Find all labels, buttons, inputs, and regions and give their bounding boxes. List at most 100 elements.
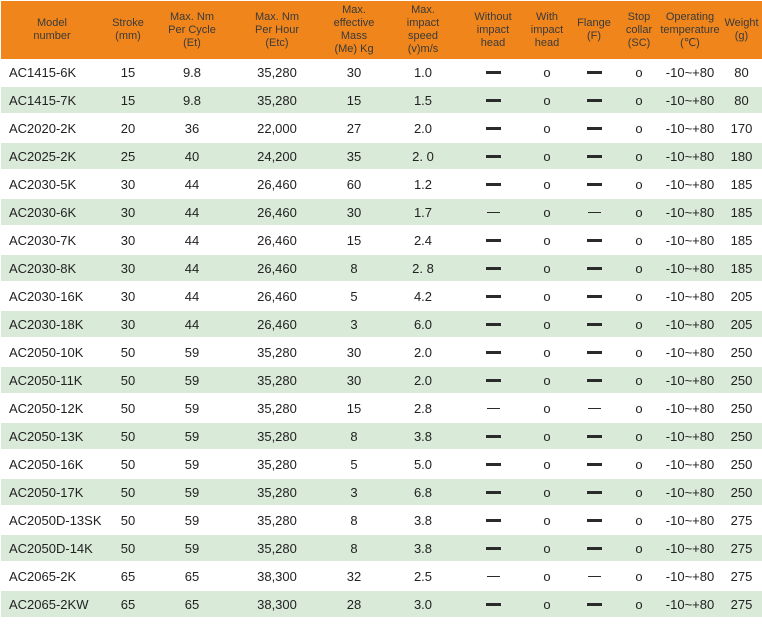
cell-stop-collar: o xyxy=(619,366,659,395)
cell-stroke: 50 xyxy=(103,478,153,507)
cell-without-impact-head xyxy=(461,422,525,451)
cell-max-effective-mass: 30 xyxy=(323,59,385,87)
cell-max-nm-per-cycle: 44 xyxy=(153,282,231,311)
cell-max-effective-mass: 8 xyxy=(323,254,385,283)
dash-mark xyxy=(486,211,500,213)
cell-max-nm-per-hour: 35,280 xyxy=(231,86,323,115)
table-row: AC2030-18K 30 44 26,460 3 6.0 o o -10~+80 205 xyxy=(1,310,762,339)
cell-stop-collar: o xyxy=(619,506,659,535)
table-row: AC2050D-14K 50 59 35,280 8 3.8 o o -10~+80 275 xyxy=(1,534,762,563)
cell-max-nm-per-hour: 35,280 xyxy=(231,394,323,423)
cell-max-nm-per-hour: 38,300 xyxy=(231,562,323,591)
cell-operating-temperature: -10~+80 xyxy=(659,86,721,115)
table-row: AC2050-13K 50 59 35,280 8 3.8 o o -10~+80 250 xyxy=(1,422,762,451)
cell-max-nm-per-hour: 38,300 xyxy=(231,590,323,619)
table-row: AC2025-2K 25 40 24,200 35 2. 0 o o -10~+80 180 xyxy=(1,142,762,171)
cell-stroke: 30 xyxy=(103,226,153,255)
cell-max-impact-speed: 2.4 xyxy=(385,226,461,255)
dash-mark xyxy=(485,294,501,298)
cell-max-impact-speed: 1.7 xyxy=(385,198,461,227)
dash-mark xyxy=(485,70,501,74)
cell-stroke: 65 xyxy=(103,590,153,619)
circle-mark: o xyxy=(635,512,643,528)
table-header: Model number Stroke (mm) Max. Nm Per Cyc… xyxy=(1,1,762,59)
cell-max-impact-speed: 2.0 xyxy=(385,114,461,143)
circle-mark: o xyxy=(635,288,643,304)
cell-model-number: AC2025-2K xyxy=(1,142,103,171)
cell-without-impact-head xyxy=(461,310,525,339)
cell-max-nm-per-cycle: 65 xyxy=(153,562,231,591)
cell-without-impact-head xyxy=(461,170,525,199)
dash-mark xyxy=(485,462,501,466)
cell-stroke: 50 xyxy=(103,338,153,367)
circle-mark: o xyxy=(635,260,643,276)
cell-stop-collar: o xyxy=(619,590,659,619)
cell-without-impact-head xyxy=(461,198,525,227)
dash-mark xyxy=(587,211,601,213)
cell-operating-temperature: -10~+80 xyxy=(659,198,721,227)
dash-mark xyxy=(485,518,501,522)
cell-without-impact-head xyxy=(461,450,525,479)
cell-without-impact-head xyxy=(461,254,525,283)
cell-with-impact-head: o xyxy=(525,86,569,115)
cell-model-number: AC2030-5K xyxy=(1,170,103,199)
cell-max-impact-speed: 2.0 xyxy=(385,366,461,395)
cell-max-effective-mass: 5 xyxy=(323,450,385,479)
cell-flange xyxy=(569,422,619,451)
dash-mark xyxy=(587,407,601,409)
cell-weight: 250 xyxy=(721,394,762,423)
cell-flange xyxy=(569,562,619,591)
cell-stroke: 30 xyxy=(103,198,153,227)
cell-max-impact-speed: 3.0 xyxy=(385,590,461,619)
cell-without-impact-head xyxy=(461,366,525,395)
cell-stroke: 30 xyxy=(103,310,153,339)
cell-model-number: AC2030-16K xyxy=(1,282,103,311)
cell-weight: 275 xyxy=(721,590,762,619)
cell-operating-temperature: -10~+80 xyxy=(659,562,721,591)
dash-mark xyxy=(485,98,501,102)
cell-max-nm-per-cycle: 59 xyxy=(153,534,231,563)
cell-model-number: AC2050-11K xyxy=(1,366,103,395)
col-header-max-nm-per-cycle: Max. Nm Per Cycle (Et) xyxy=(153,1,231,59)
cell-weight: 185 xyxy=(721,170,762,199)
cell-weight: 275 xyxy=(721,506,762,535)
cell-max-effective-mass: 8 xyxy=(323,534,385,563)
circle-mark: o xyxy=(635,428,643,444)
cell-stop-collar: o xyxy=(619,142,659,171)
circle-mark: o xyxy=(543,260,551,276)
cell-model-number: AC2030-18K xyxy=(1,310,103,339)
cell-max-effective-mass: 3 xyxy=(323,478,385,507)
cell-max-effective-mass: 3 xyxy=(323,310,385,339)
circle-mark: o xyxy=(635,400,643,416)
cell-max-nm-per-hour: 26,460 xyxy=(231,310,323,339)
dash-mark xyxy=(586,182,602,186)
cell-operating-temperature: -10~+80 xyxy=(659,282,721,311)
col-header-stroke: Stroke (mm) xyxy=(103,1,153,59)
cell-max-effective-mass: 27 xyxy=(323,114,385,143)
cell-operating-temperature: -10~+80 xyxy=(659,450,721,479)
cell-max-impact-speed: 1.2 xyxy=(385,170,461,199)
col-header-model-number: Model number xyxy=(1,1,103,59)
cell-model-number: AC2030-6K xyxy=(1,198,103,227)
cell-operating-temperature: -10~+80 xyxy=(659,114,721,143)
cell-weight: 205 xyxy=(721,310,762,339)
dash-mark xyxy=(586,126,602,130)
cell-with-impact-head: o xyxy=(525,226,569,255)
cell-max-nm-per-hour: 26,460 xyxy=(231,198,323,227)
cell-max-impact-speed: 2.5 xyxy=(385,562,461,591)
cell-max-impact-speed: 1.0 xyxy=(385,59,461,87)
cell-max-nm-per-cycle: 59 xyxy=(153,506,231,535)
cell-flange xyxy=(569,198,619,227)
cell-stop-collar: o xyxy=(619,562,659,591)
cell-max-nm-per-cycle: 59 xyxy=(153,394,231,423)
cell-max-nm-per-cycle: 44 xyxy=(153,254,231,283)
circle-mark: o xyxy=(635,540,643,556)
cell-without-impact-head xyxy=(461,562,525,591)
cell-max-nm-per-cycle: 44 xyxy=(153,226,231,255)
circle-mark: o xyxy=(635,596,643,612)
cell-without-impact-head xyxy=(461,226,525,255)
cell-flange xyxy=(569,254,619,283)
table-row: AC2050-12K 50 59 35,280 15 2.8 o o -10~+80 250 xyxy=(1,394,762,423)
cell-with-impact-head: o xyxy=(525,59,569,87)
